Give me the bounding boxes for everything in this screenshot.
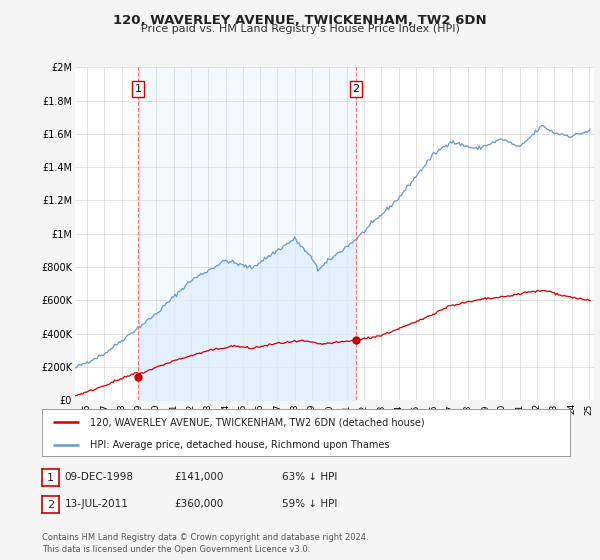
Text: 1: 1 [134,84,142,94]
Text: 09-DEC-1998: 09-DEC-1998 [65,472,134,482]
Text: £141,000: £141,000 [174,472,223,482]
Text: 120, WAVERLEY AVENUE, TWICKENHAM, TW2 6DN: 120, WAVERLEY AVENUE, TWICKENHAM, TW2 6D… [113,14,487,27]
Text: Contains HM Land Registry data © Crown copyright and database right 2024.
This d: Contains HM Land Registry data © Crown c… [42,533,368,554]
Text: 59% ↓ HPI: 59% ↓ HPI [282,499,337,509]
Bar [138,67,356,400]
Text: 1: 1 [47,473,54,483]
Text: 13-JUL-2011: 13-JUL-2011 [65,499,128,509]
Text: 2: 2 [47,500,54,510]
Text: Price paid vs. HM Land Registry's House Price Index (HPI): Price paid vs. HM Land Registry's House … [140,24,460,34]
Text: 120, WAVERLEY AVENUE, TWICKENHAM, TW2 6DN (detached house): 120, WAVERLEY AVENUE, TWICKENHAM, TW2 6D… [89,417,424,427]
Text: 2: 2 [352,84,359,94]
Text: 63% ↓ HPI: 63% ↓ HPI [282,472,337,482]
Text: HPI: Average price, detached house, Richmond upon Thames: HPI: Average price, detached house, Rich… [89,440,389,450]
Text: £360,000: £360,000 [174,499,223,509]
